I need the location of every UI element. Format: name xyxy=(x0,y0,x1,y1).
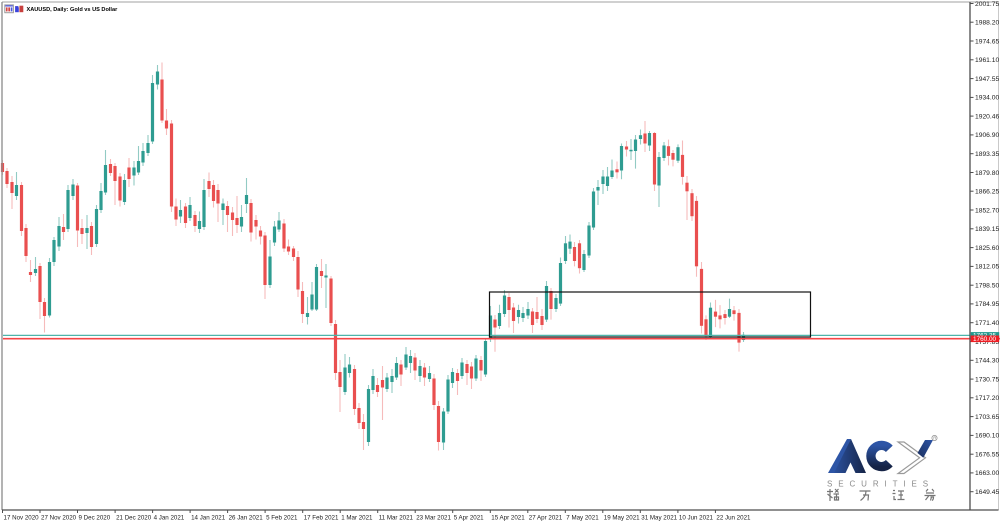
svg-text:1812.05: 1812.05 xyxy=(975,264,999,271)
svg-text:1920.46: 1920.46 xyxy=(975,113,999,120)
svg-text:22 Jun 2021: 22 Jun 2021 xyxy=(716,514,751,521)
svg-text:27 Nov 2020: 27 Nov 2020 xyxy=(41,514,77,521)
svg-text:26 Jan 2021: 26 Jan 2021 xyxy=(229,514,264,521)
svg-text:1690.10: 1690.10 xyxy=(975,433,999,440)
svg-text:1757.85: 1757.85 xyxy=(975,339,999,346)
svg-text:1730.75: 1730.75 xyxy=(975,376,999,383)
svg-text:17 Nov 2020: 17 Nov 2020 xyxy=(4,514,40,521)
svg-text:5 Feb 2021: 5 Feb 2021 xyxy=(266,514,298,521)
svg-text:1649.45: 1649.45 xyxy=(975,489,999,496)
svg-text:1744.30: 1744.30 xyxy=(975,358,999,365)
svg-text:1906.90: 1906.90 xyxy=(975,132,999,139)
svg-text:31 May 2021: 31 May 2021 xyxy=(641,514,677,521)
svg-text:SECURITIES: SECURITIES xyxy=(827,480,934,489)
svg-text:1961.10: 1961.10 xyxy=(975,57,999,64)
svg-text:1988.20: 1988.20 xyxy=(975,20,999,27)
svg-text:19 May 2021: 19 May 2021 xyxy=(604,514,640,521)
svg-text:1893.35: 1893.35 xyxy=(975,151,999,158)
svg-text:1676.55: 1676.55 xyxy=(975,452,999,459)
svg-text:2001.75: 2001.75 xyxy=(975,1,999,8)
svg-text:1974.65: 1974.65 xyxy=(975,38,999,45)
svg-text:1703.65: 1703.65 xyxy=(975,414,999,421)
svg-text:11 Mar 2021: 11 Mar 2021 xyxy=(379,514,414,521)
svg-text:5 Apr 2021: 5 Apr 2021 xyxy=(454,514,484,521)
svg-text:1879.80: 1879.80 xyxy=(975,170,999,177)
svg-text:1 Mar 2021: 1 Mar 2021 xyxy=(341,514,373,521)
svg-text:23 Mar 2021: 23 Mar 2021 xyxy=(416,514,451,521)
svg-text:27 Apr 2021: 27 Apr 2021 xyxy=(529,514,563,521)
svg-text:1760.00: 1760.00 xyxy=(973,336,997,343)
svg-text:1784.95: 1784.95 xyxy=(975,301,999,308)
svg-text:R: R xyxy=(933,436,936,441)
svg-text:1798.50: 1798.50 xyxy=(975,283,999,290)
svg-text:15 Apr 2021: 15 Apr 2021 xyxy=(491,514,525,521)
svg-text:1717.20: 1717.20 xyxy=(975,395,999,402)
svg-text:1947.55: 1947.55 xyxy=(975,76,999,83)
svg-text:14 Jan 2021: 14 Jan 2021 xyxy=(191,514,226,521)
svg-text:1934.00: 1934.00 xyxy=(975,95,999,102)
svg-text:XAUUSD, Daily: Gold vs US Dol: XAUUSD, Daily: Gold vs US Dollar xyxy=(27,7,119,13)
svg-text:21 Dec 2020: 21 Dec 2020 xyxy=(116,514,152,521)
svg-text:1771.40: 1771.40 xyxy=(975,320,999,327)
svg-text:1825.60: 1825.60 xyxy=(975,245,999,252)
svg-text:9 Dec 2020: 9 Dec 2020 xyxy=(79,514,111,521)
svg-text:4 Jan 2021: 4 Jan 2021 xyxy=(154,514,185,521)
svg-text:1839.15: 1839.15 xyxy=(975,226,999,233)
svg-text:10 Jun 2021: 10 Jun 2021 xyxy=(679,514,714,521)
svg-text:1852.70: 1852.70 xyxy=(975,207,999,214)
svg-text:17 Feb 2021: 17 Feb 2021 xyxy=(304,514,339,521)
svg-text:7 May 2021: 7 May 2021 xyxy=(566,514,599,521)
svg-text:1663.00: 1663.00 xyxy=(975,470,999,477)
svg-text:1866.25: 1866.25 xyxy=(975,189,999,196)
